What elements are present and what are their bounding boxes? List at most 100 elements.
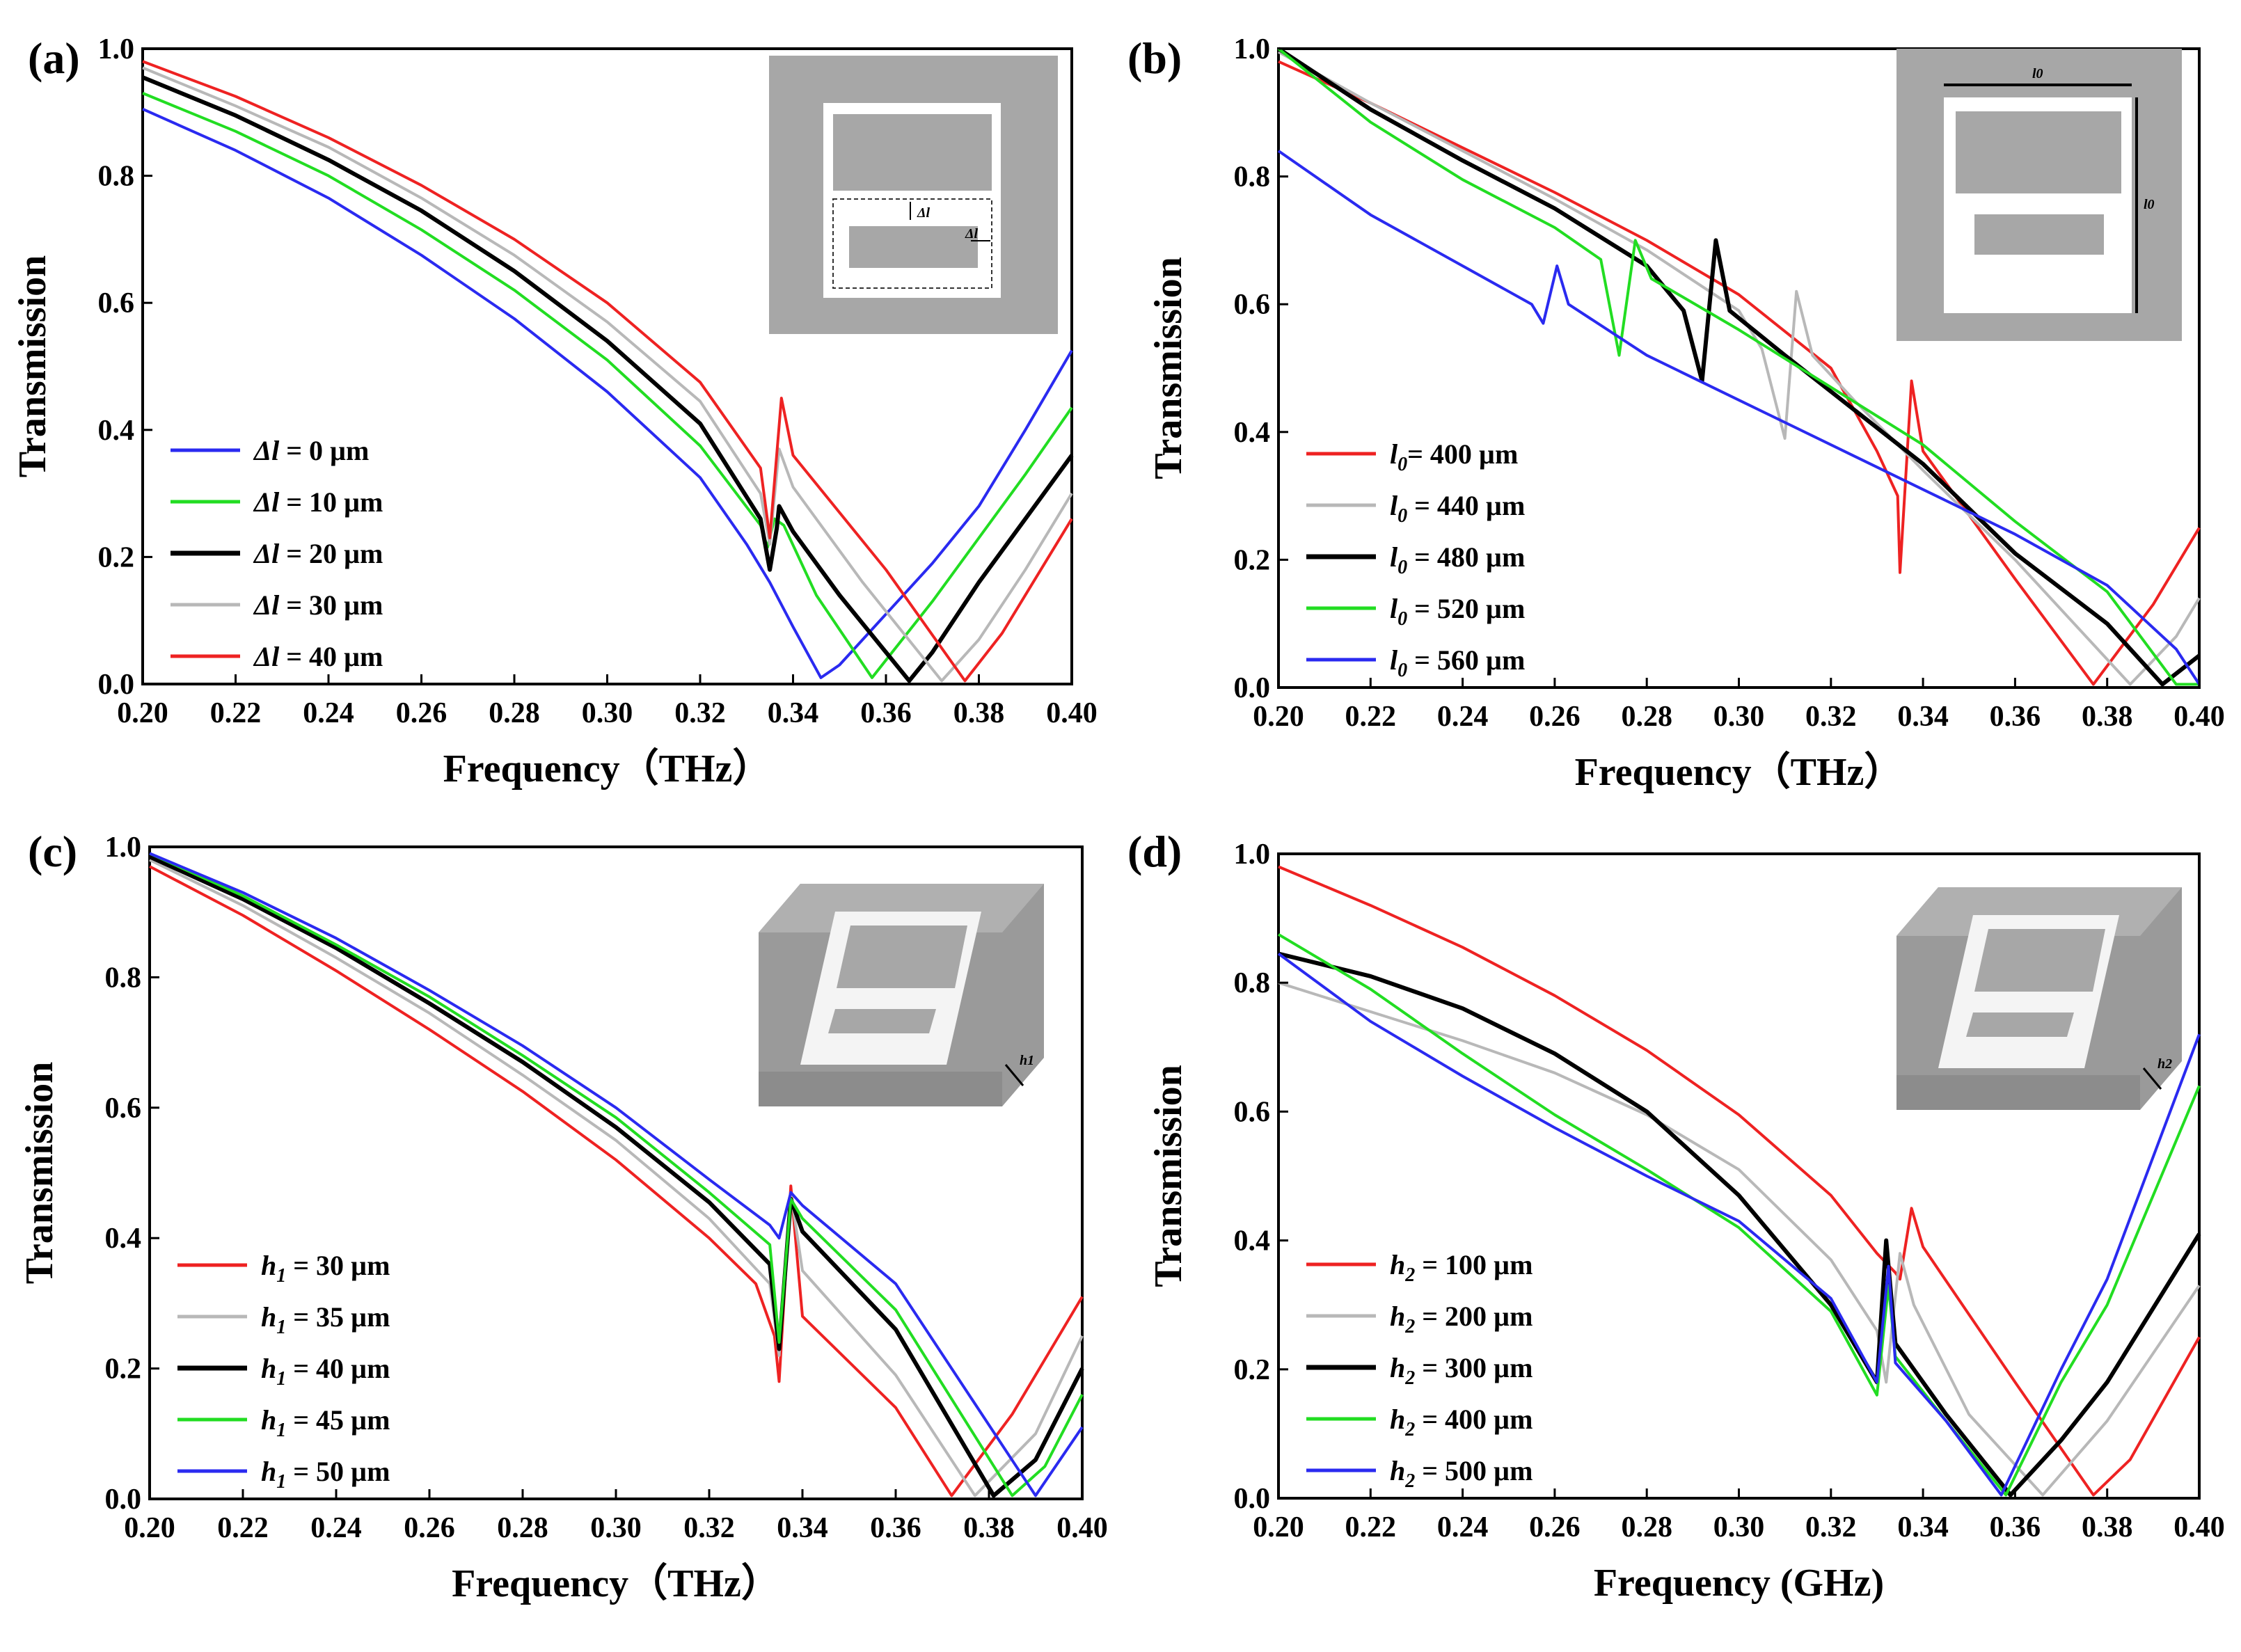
y-tick-label: 0.2: [98, 541, 135, 573]
series-line-4: [1277, 952, 2201, 1497]
inset-label: l0: [2032, 66, 2043, 81]
y-tick-label: 1.0: [1234, 33, 1271, 65]
panel-b: l0 l0 0.20 0.22 0.24 0.26 0.28 0.30 0.32 0.34 0.36…: [1127, 33, 2225, 794]
series-line-2: [1277, 47, 2201, 687]
x-tick-label: 0.38: [963, 1512, 1015, 1544]
panel-label: (c): [28, 827, 77, 876]
y-tick-label: 0.8: [98, 161, 135, 193]
x-tick-label: 0.32: [683, 1512, 735, 1544]
x-tick-label: 0.24: [303, 697, 354, 729]
x-tick-label: 0.40: [1046, 697, 1098, 729]
legend-entry: h2 = 200 µm: [1390, 1301, 1533, 1337]
inset-upper-bar: [833, 114, 992, 191]
y-tick-label: 0.4: [105, 1223, 142, 1255]
inset-diagram: h1: [759, 884, 1044, 1106]
x-tick-label: 0.26: [1529, 1511, 1581, 1543]
inset-lower-bar: [1966, 1012, 2074, 1037]
legend-entry: l0= 400 µm: [1390, 438, 1518, 475]
y-tick-label: 0.2: [105, 1353, 142, 1385]
legend-entry: Δl = 30 µm: [253, 589, 383, 621]
y-tick-label: 0.0: [1234, 672, 1271, 704]
x-tick-label: 0.34: [777, 1512, 828, 1544]
x-tick-label: 0.32: [1805, 701, 1857, 733]
legend-entry: Δl = 40 µm: [253, 641, 383, 672]
x-tick-label: 0.34: [768, 697, 819, 729]
panel-c: h1 0.20 0.22 0.24 0.26 0.28 0.30 0.32 0.34 0.36 0.…: [18, 827, 1108, 1605]
legend-entry: l0 = 480 µm: [1390, 541, 1525, 578]
series-line-1: [149, 858, 1084, 1498]
x-tick-label: 0.24: [310, 1512, 362, 1544]
series-line-0: [149, 865, 1084, 1498]
y-tick-label: 0.6: [1234, 289, 1271, 321]
panel-d: h2 0.20 0.22 0.24 0.26 0.28 0.30 0.32 0.34 0.36 0.…: [1127, 827, 2225, 1605]
y-axis-title: Transmission: [18, 1062, 61, 1284]
x-tick-label: 0.30: [1713, 701, 1765, 733]
series-line-0: [1278, 60, 2201, 686]
y-tick-label: 0.6: [105, 1093, 142, 1125]
inset-substrate-side: [1896, 1075, 2140, 1110]
x-tick-label: 0.26: [404, 1512, 455, 1544]
legend-entry: h2 = 100 µm: [1390, 1249, 1533, 1286]
legend-entry: l0 = 560 µm: [1390, 644, 1525, 681]
panel-label: (b): [1127, 33, 1182, 83]
x-tick-label: 0.22: [1345, 1511, 1397, 1543]
x-tick-label: 0.22: [210, 697, 262, 729]
legend: h1 = 30 µm h1 = 35 µm h1 = 40 µm h1 = 45 µm…: [177, 1250, 390, 1493]
y-axis-title: Transmission: [1147, 1065, 1190, 1287]
legend-entry: l0 = 520 µm: [1390, 593, 1525, 630]
x-tick-label: 0.32: [1805, 1511, 1857, 1543]
x-tick-label: 0.30: [1713, 1511, 1765, 1543]
inset-arrow: [1004, 1064, 1024, 1086]
inset-label: h1: [1020, 1053, 1034, 1068]
x-axis-title: Frequency（THz）: [452, 1562, 780, 1605]
legend-entry: Δl = 10 µm: [253, 486, 383, 518]
x-tick-label: 0.38: [953, 697, 1005, 729]
y-tick-label: 0.6: [1234, 1096, 1271, 1128]
x-tick-label: 0.36: [1990, 1511, 2041, 1543]
legend-entry: Δl = 0 µm: [253, 435, 369, 466]
x-tick-label: 0.30: [582, 697, 633, 729]
y-tick-label: 0.4: [98, 415, 135, 447]
y-tick-label: 0.8: [1234, 967, 1271, 999]
x-tick-label: 0.38: [2082, 1511, 2133, 1543]
series-line-3: [1277, 933, 2201, 1497]
x-tick-label: 0.40: [2173, 1511, 2225, 1543]
x-tick-label: 0.26: [1529, 701, 1581, 733]
x-tick-label: 0.22: [1345, 701, 1397, 733]
x-tick-label: 0.28: [489, 697, 540, 729]
series-line-3: [142, 66, 1073, 683]
panel-label: (a): [28, 33, 80, 83]
series-line-2: [148, 855, 1084, 1498]
x-tick-label: 0.34: [1897, 701, 1949, 733]
x-tick-label: 0.22: [217, 1512, 269, 1544]
x-tick-label: 0.28: [497, 1512, 548, 1544]
y-tick-label: 0.6: [98, 287, 135, 319]
x-tick-label: 0.34: [1897, 1511, 1949, 1543]
inset-upper-bar: [837, 926, 967, 988]
x-tick-label: 0.26: [396, 697, 448, 729]
x-tick-label: 0.38: [2082, 701, 2133, 733]
x-tick-label: 0.20: [1253, 701, 1304, 733]
y-tick-label: 0.8: [105, 962, 142, 994]
x-tick-label: 0.40: [2173, 701, 2225, 733]
legend-entry: h2 = 400 µm: [1390, 1404, 1533, 1440]
legend-entry: Δl = 20 µm: [253, 538, 383, 569]
legend-entry: h2 = 300 µm: [1390, 1352, 1533, 1389]
legend-entry: l0 = 440 µm: [1390, 490, 1525, 527]
legend-entry: h2 = 500 µm: [1390, 1455, 1533, 1492]
inset-diagram: Δl Δl: [769, 56, 1058, 334]
y-tick-label: 0.0: [1234, 1483, 1271, 1515]
legend: h2 = 100 µm h2 = 200 µm h2 = 300 µm h2 = 40…: [1306, 1249, 1533, 1492]
inset-upper-bar: [1974, 929, 2105, 992]
x-tick-label: 0.28: [1621, 701, 1672, 733]
x-tick-label: 0.24: [1437, 1511, 1489, 1543]
inset-label: h2: [2157, 1056, 2172, 1072]
series-line-4: [1277, 150, 2201, 685]
y-tick-label: 0.8: [1234, 161, 1271, 193]
inset-diagram: l0 l0: [1896, 49, 2182, 341]
x-axis-title: Frequency（THz）: [443, 747, 772, 791]
x-tick-label: 0.24: [1437, 701, 1489, 733]
inset-label: l0: [2144, 197, 2155, 212]
y-tick-label: 0.0: [105, 1484, 142, 1516]
